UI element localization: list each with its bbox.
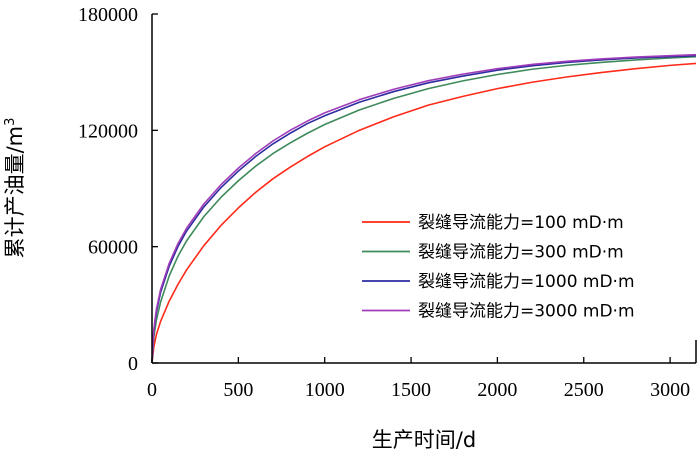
series-line-4: [151, 53, 697, 364]
y-tick-label: 180000: [78, 4, 138, 26]
y-axis-title-superscript: 3: [3, 118, 18, 126]
x-tick-label: 1000: [305, 379, 345, 401]
tick-labels: 0 500 1000 1500 2000 2500 3000 0 60000 120000 1800…: [78, 4, 690, 401]
x-tick-label: 500: [223, 379, 253, 401]
x-tick-label: 2500: [564, 379, 604, 401]
x-tick-label: 0: [147, 379, 157, 401]
series-line-1: [151, 62, 697, 364]
legend-label: 裂缝导流能力=100 mD·m: [418, 213, 624, 233]
legend: 裂缝导流能力=100 mD·m 裂缝导流能力=300 mD·m 裂缝导流能力=100…: [362, 213, 635, 322]
y-tick-label: 60000: [88, 237, 138, 259]
legend-label: 裂缝导流能力=1000 mD·m: [418, 272, 635, 292]
y-tick-label: 120000: [78, 120, 138, 142]
x-tick-label: 2000: [477, 379, 517, 401]
y-axis-title: 累计产油量/m3: [3, 118, 27, 259]
legend-entry-3: 裂缝导流能力=1000 mD·m: [362, 272, 635, 292]
legend-entry-2: 裂缝导流能力=300 mD·m: [362, 243, 624, 263]
x-tick-label: 1500: [391, 379, 431, 401]
series-lines: [151, 53, 697, 364]
series-line-2: [151, 55, 697, 364]
series-line-3: [151, 54, 697, 364]
y-axis-title-main: 累计产油量/m: [3, 126, 27, 259]
legend-entry-4: 裂缝导流能力=3000 mD·m: [362, 302, 635, 322]
x-tick-label: 3000: [650, 379, 690, 401]
legend-entry-1: 裂缝导流能力=100 mD·m: [362, 213, 624, 233]
y-tick-label: 0: [128, 353, 138, 375]
axes: [151, 14, 697, 364]
x-axis-title: 生产时间/d: [372, 428, 476, 452]
ticks: [151, 13, 671, 364]
legend-label: 裂缝导流能力=3000 mD·m: [418, 302, 635, 322]
legend-label: 裂缝导流能力=300 mD·m: [418, 243, 624, 263]
